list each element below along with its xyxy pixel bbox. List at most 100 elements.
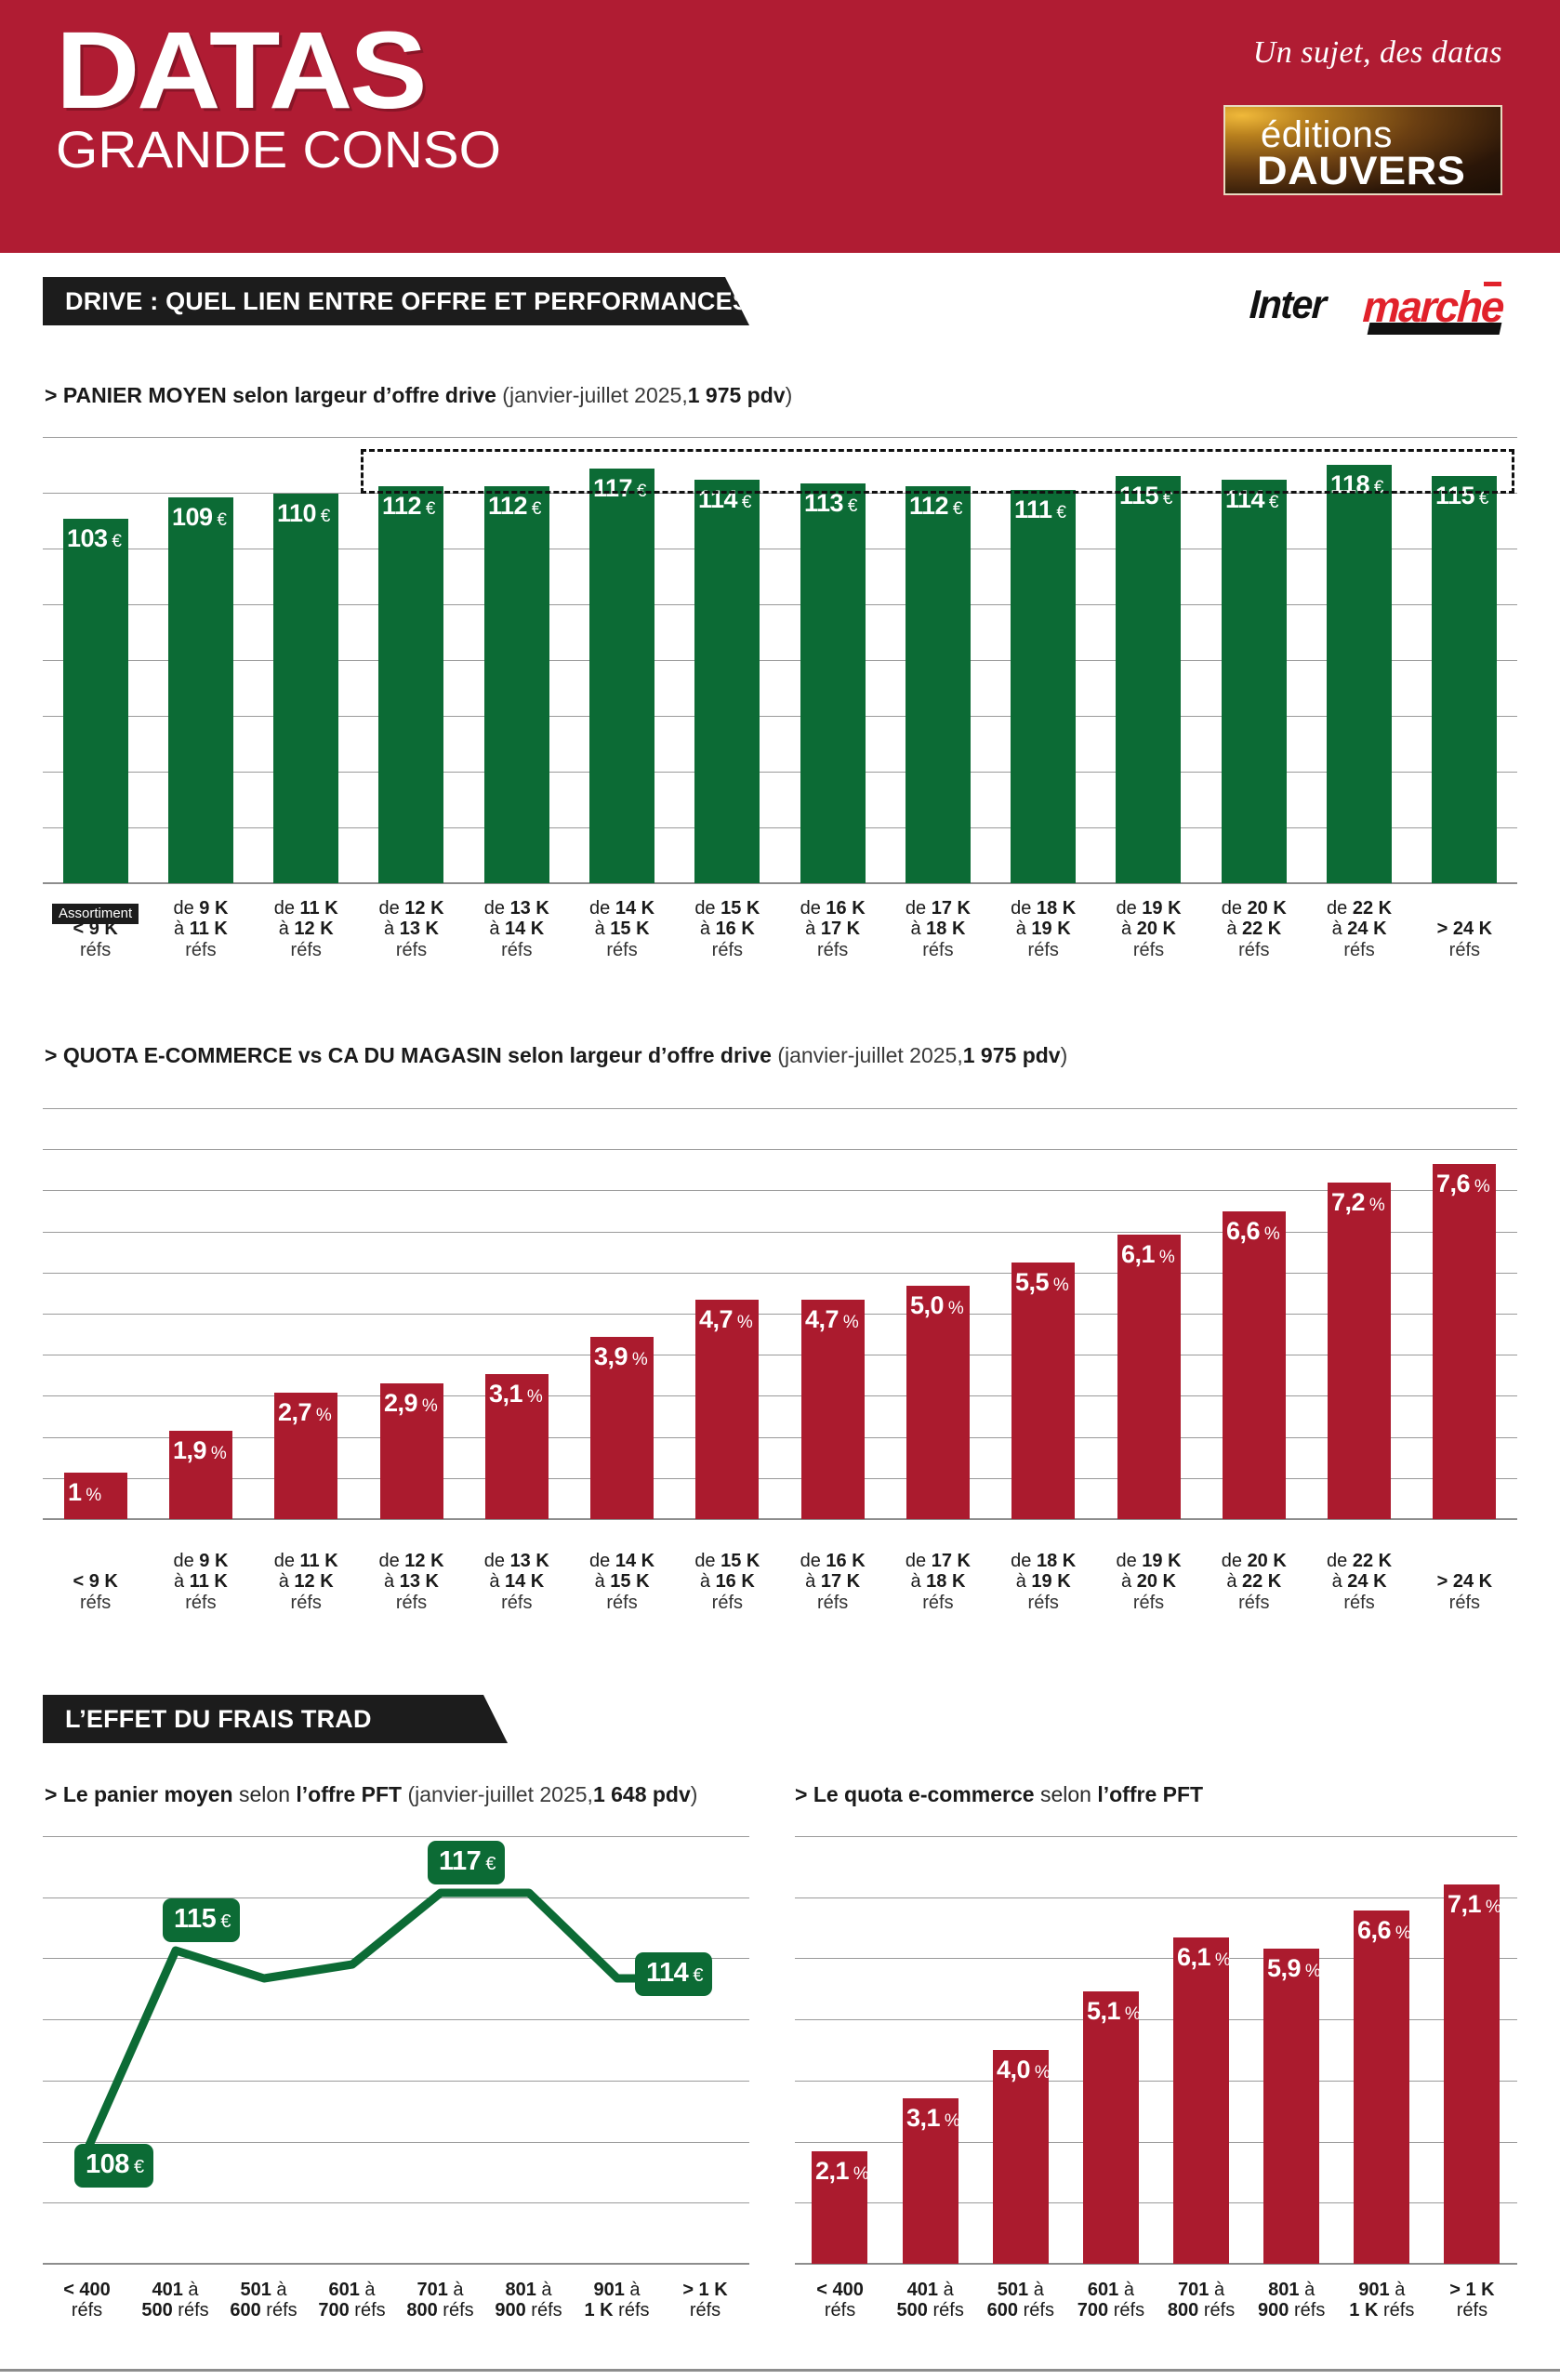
bar-label: 103 € xyxy=(61,524,122,553)
x-axis-label-line: réfs xyxy=(290,1592,322,1613)
bar-value-unit: % xyxy=(733,1313,753,1332)
publisher-logo: éditions DAUVERS xyxy=(1223,105,1502,195)
bar-value: 114 xyxy=(698,485,738,513)
bar: 2,7 % xyxy=(274,1393,337,1519)
bar-label: 114 € xyxy=(693,485,751,514)
publisher-name-text: DAUVERS xyxy=(1257,149,1466,193)
bar: 118 € xyxy=(1327,465,1392,883)
gridline xyxy=(795,1836,1517,1837)
intermarche-accent-icon xyxy=(1484,282,1501,286)
bar-value: 5,0 xyxy=(910,1291,945,1319)
line-point-badge: 115 € xyxy=(163,1898,240,1942)
x-axis-label-line: de 9 K xyxy=(173,898,229,919)
bar-label: 1,9 % xyxy=(167,1436,227,1465)
bar-value-unit: % xyxy=(940,2111,960,2131)
x-axis-label-line: à 12 K xyxy=(278,1571,334,1593)
x-axis-label-line: 800 réfs xyxy=(406,2300,474,2321)
line-point-value: 117 xyxy=(439,1846,482,1876)
bar-label: 6,1 % xyxy=(1116,1240,1175,1269)
bar-value: 103 xyxy=(67,524,108,552)
bar-value: 6,6 xyxy=(1226,1217,1261,1245)
bar-value-unit: % xyxy=(1391,1924,1411,1943)
chart1-plot-area: 103 €109 €110 €112 €112 €117 €114 €113 €… xyxy=(43,437,1517,884)
x-axis-label: 401 à 500 réfs xyxy=(131,2280,219,2321)
gridline xyxy=(43,2202,749,2203)
brand-block: DATAS GRANDE CONSO xyxy=(56,16,501,176)
x-axis-label-line: de 19 K xyxy=(1116,1551,1182,1571)
bar-label: 115 € xyxy=(1114,482,1172,510)
bar: 112 € xyxy=(378,486,443,883)
x-axis-label-line: 401 à xyxy=(152,2280,199,2300)
x-axis-label: 701 à 800 réfs xyxy=(1157,2280,1247,2321)
x-axis-label-line: 700 réfs xyxy=(1077,2300,1145,2321)
x-axis-label-line: à 24 K xyxy=(1331,919,1387,940)
bar-label: 115 € xyxy=(1430,482,1488,510)
bar-label: 118 € xyxy=(1325,470,1383,499)
gridline xyxy=(43,2019,749,2020)
x-axis-label-line: de 17 K xyxy=(905,1551,971,1571)
x-axis-label-line: de 12 K xyxy=(378,898,444,919)
chart1-title-chevron: > xyxy=(45,383,58,407)
x-axis-label-line: de 13 K xyxy=(483,898,549,919)
gridline xyxy=(795,2142,1517,2143)
x-axis-label-line: 801 à xyxy=(505,2280,552,2300)
gridline xyxy=(43,1958,749,1959)
x-axis-label-line: < 400 xyxy=(63,2280,111,2300)
bar-value-unit: € xyxy=(1474,489,1489,509)
bar-label: 114 € xyxy=(1220,485,1278,514)
bar-value: 2,7 xyxy=(278,1398,312,1426)
bar-label: 5,1 % xyxy=(1081,1997,1141,2026)
bar-value-unit: % xyxy=(1301,1962,1321,1981)
chart4-title-chevron: > xyxy=(795,1782,808,1806)
section-banner-frais-trad-label: L’EFFET DU FRAIS TRAD xyxy=(65,1704,372,1733)
section-banner-frais-trad: L’EFFET DU FRAIS TRAD xyxy=(43,1695,508,1743)
x-axis-label-line: réfs xyxy=(1132,939,1165,960)
bar-value-unit: % xyxy=(1049,1276,1069,1295)
bar-value: 5,5 xyxy=(1015,1268,1050,1296)
bar-value-unit: % xyxy=(522,1387,543,1407)
x-axis-label-line: réfs xyxy=(1132,1592,1165,1613)
bar-label: 112 € xyxy=(377,492,435,521)
bar-label: 112 € xyxy=(904,492,962,521)
chart2-title-paren-bold: 1 975 pdv xyxy=(962,1043,1061,1067)
bar-value: 5,9 xyxy=(1267,1954,1302,1982)
x-axis-label-line: réfs xyxy=(689,2300,721,2321)
x-axis-label-line: de 18 K xyxy=(1011,1551,1077,1571)
x-axis-label-line: à 14 K xyxy=(489,919,545,940)
line-point-value: 108 xyxy=(86,2149,129,2179)
x-axis-label-line: à 17 K xyxy=(805,1571,861,1593)
bar-value-unit: € xyxy=(316,507,331,526)
bar-value: 4,7 xyxy=(805,1305,839,1333)
gridline xyxy=(43,604,1517,605)
gridline xyxy=(43,1437,1517,1438)
x-axis-label-line: de 11 K xyxy=(273,898,338,919)
x-axis-label-line: 501 à xyxy=(997,2280,1044,2300)
x-axis-label-line: réfs xyxy=(79,1592,112,1613)
bar: 117 € xyxy=(589,469,654,883)
x-axis-label-line: réfs xyxy=(816,1592,849,1613)
chart-quota-ecommerce-pft: 2,1 % 3,1 % 4,0 % 5,1 % 6,1 % 5,9 % 6,6 % 7,1 % xyxy=(795,1836,1517,2265)
x-axis-label-line: réfs xyxy=(501,1592,533,1613)
chart2-title-paren-open: (janvier-juillet 2025, xyxy=(777,1043,963,1067)
bar-label: 4,7 % xyxy=(800,1305,859,1334)
gridline xyxy=(43,1149,1517,1150)
x-axis-label-line: 500 réfs xyxy=(141,2300,209,2321)
x-axis-label-line: à 16 K xyxy=(699,1571,755,1593)
bar: 3,1 % xyxy=(903,2098,960,2264)
gridline xyxy=(43,1108,1517,1109)
bar-value: 115 xyxy=(1435,482,1475,509)
bar: 115 € xyxy=(1116,476,1181,883)
x-axis-label-line: réfs xyxy=(922,1592,954,1613)
x-axis-label-line: 901 à xyxy=(593,2280,641,2300)
gridline xyxy=(795,2202,1517,2203)
bar-value: 110 xyxy=(277,499,317,527)
